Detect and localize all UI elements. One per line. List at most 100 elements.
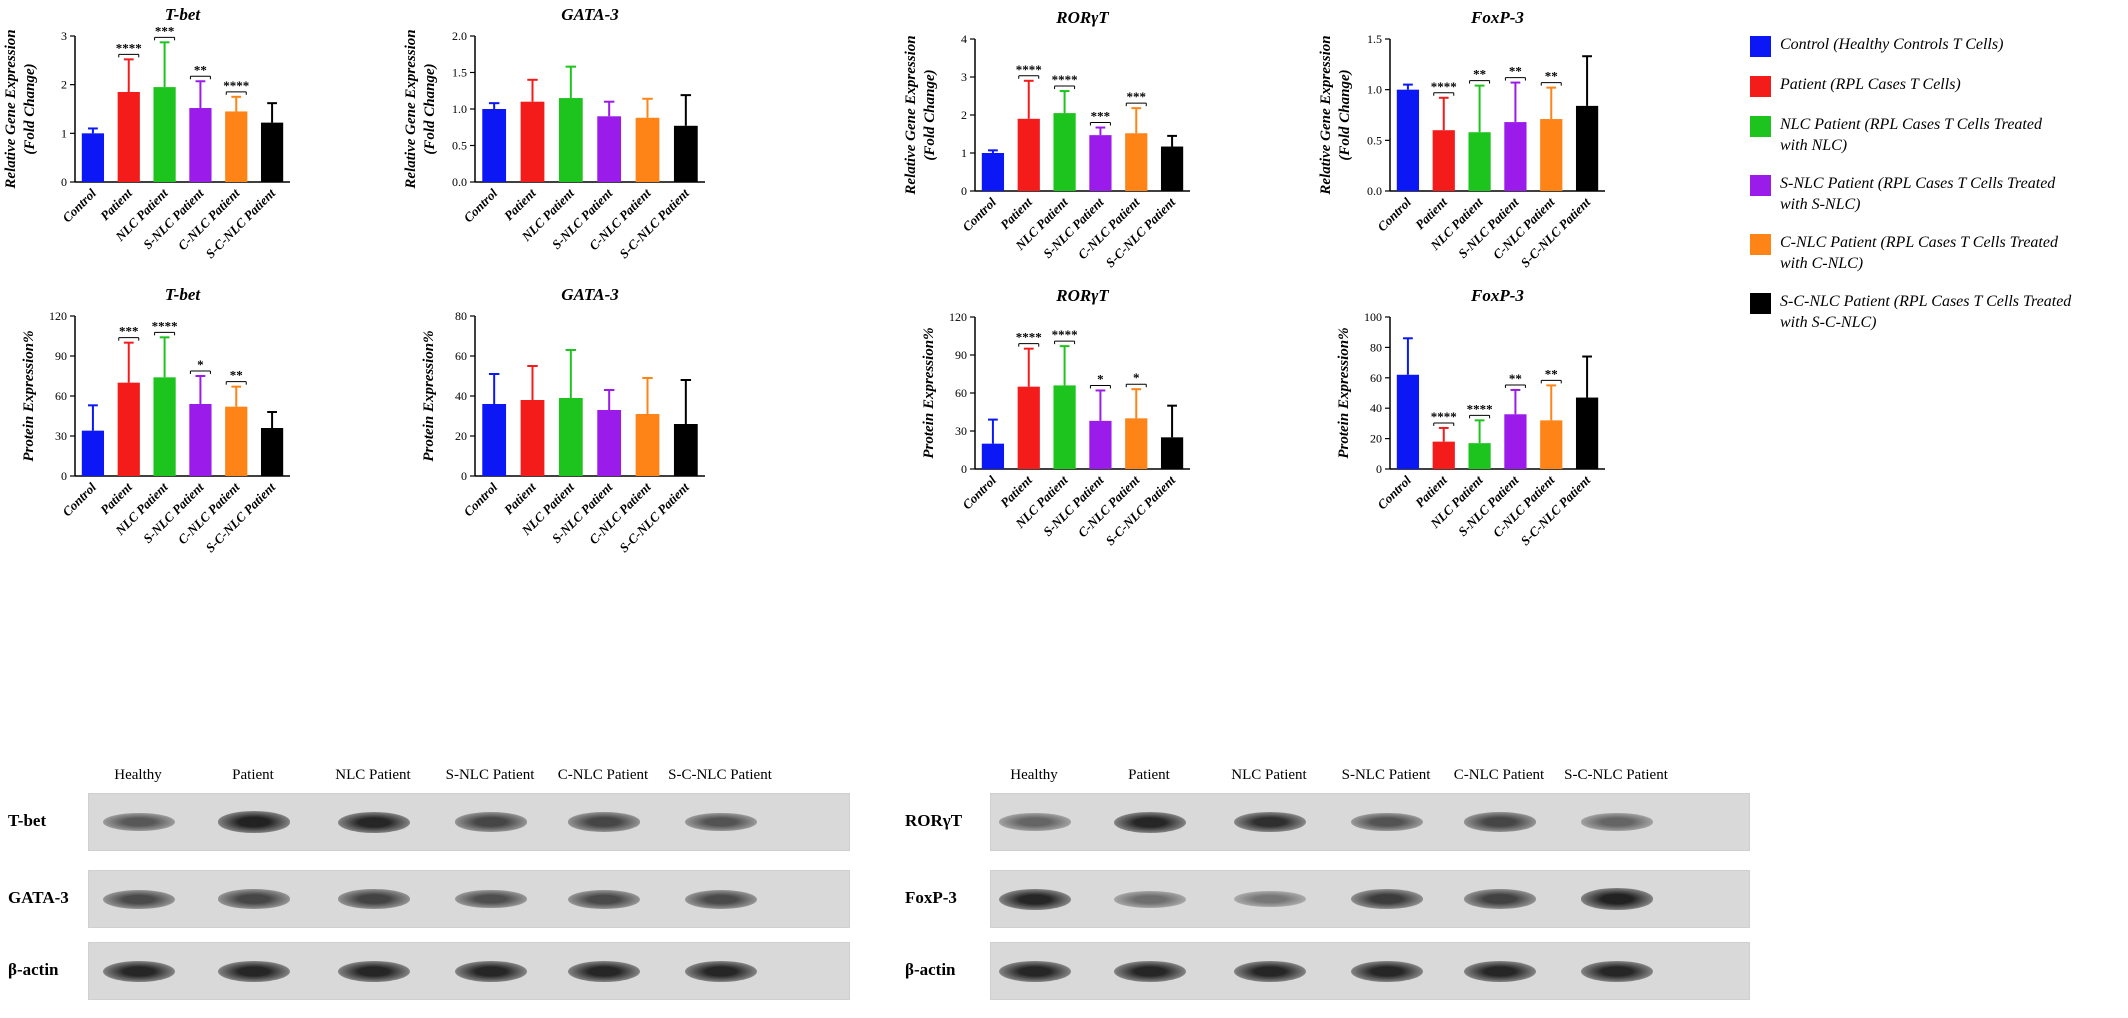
significance-label: * (1097, 371, 1104, 386)
bar-patient (1017, 118, 1040, 191)
chart-3: FoxP-3 0.0 0.5 1.0 1.5 Relative Gene Expressi… (1318, 8, 1605, 270)
legend-item: NLC Patient (RPL Cases T Cells Treated wi… (1750, 114, 2120, 156)
chart-2: RORγT 0 1 2 3 4 Relative Gene Expression (Fold … (903, 8, 1190, 270)
bar-control (981, 153, 1005, 191)
legend-label: C-NLC Patient (RPL Cases T Cells Treated… (1780, 232, 2058, 274)
legend-label-line: C-NLC Patient (RPL Cases T Cells Treated (1780, 234, 2058, 251)
y-tick-label: 2 (961, 108, 967, 122)
significance-label: *** (119, 324, 139, 339)
y-axis-label: (Fold Change) (922, 69, 938, 160)
bar-c-nlc-patient (225, 111, 248, 182)
y-tick-label: 120 (949, 310, 967, 324)
bar-c-nlc-patient (1125, 418, 1148, 469)
blot-band (1114, 890, 1186, 908)
y-axis-label: Relative Gene Expression (1318, 35, 1334, 195)
bar-nlc-patient (153, 87, 176, 182)
legend-label: S-C-NLC Patient (RPL Cases T Cells Treat… (1780, 291, 2071, 333)
legend-item: S-C-NLC Patient (RPL Cases T Cells Treat… (1750, 291, 2120, 333)
bar-control (482, 404, 507, 476)
blot-row-label: RORγT (905, 811, 963, 830)
blot-band (1234, 960, 1306, 982)
blot-band (455, 960, 527, 982)
blot-band (1234, 811, 1306, 833)
legend-label: Control (Healthy Controls T Cells) (1780, 34, 2003, 55)
bar-s-nlc-patient (1504, 414, 1527, 469)
bar-s-nlc-patient (189, 404, 212, 476)
legend-label-line: with C-NLC) (1780, 255, 1864, 272)
y-tick-label: 30 (955, 424, 967, 438)
blot-band (568, 889, 640, 909)
blot-row-label: GATA-3 (8, 888, 69, 907)
chart-title: T-bet (165, 5, 202, 24)
x-tick-label: Control (1374, 194, 1414, 234)
chart-title: FoxP-3 (1470, 286, 1524, 305)
blot-band (338, 889, 410, 909)
legend: Control (Healthy Controls T Cells) Patien… (1750, 34, 2120, 350)
legend-item: S-NLC Patient (RPL Cases T Cells Treated… (1750, 173, 2120, 215)
y-axis-label: Protein Expression% (421, 330, 437, 461)
bar-patient (1432, 441, 1455, 469)
blot-band (338, 811, 410, 833)
legend-swatch (1750, 234, 1771, 255)
legend-label-line: with NLC) (1780, 137, 1848, 154)
legend-label-line: Control (Healthy Controls T Cells) (1780, 36, 2004, 53)
y-tick-label: 1.5 (1367, 32, 1382, 46)
western-blot-panel-left: Healthy Patient NLC Patient S-NLC Patient C-… (0, 760, 860, 1018)
significance-label: ** (194, 62, 207, 77)
blot-band (218, 960, 290, 982)
blot-band (999, 888, 1071, 910)
significance-label: ** (1509, 371, 1522, 386)
blot-band (218, 889, 290, 909)
blot-band (338, 960, 410, 982)
blot-band (1351, 889, 1423, 909)
bar-s-c-nlc-patient (1160, 146, 1184, 191)
x-tick-label: Control (461, 479, 501, 519)
blot-band (1464, 889, 1536, 909)
bar-patient (1432, 130, 1455, 191)
x-tick-label: S-C-NLC Patient (616, 479, 692, 555)
blot-strip (88, 942, 850, 1000)
significance-label: **** (1467, 401, 1493, 416)
significance-label: ** (1545, 366, 1558, 381)
bar-patient (117, 91, 140, 182)
blot-strip (990, 870, 1750, 928)
legend-label: NLC Patient (RPL Cases T Cells Treated wi… (1780, 114, 2042, 156)
legend-swatch (1750, 293, 1771, 314)
x-tick-label: Control (59, 185, 99, 225)
bar-s-c-nlc-patient (1575, 397, 1599, 469)
y-tick-label: 3 (961, 70, 967, 84)
blot-lane-label: Patient (232, 767, 274, 783)
blot-lane-label: NLC Patient (335, 767, 411, 783)
bar-nlc-patient (153, 377, 176, 476)
blot-band (999, 960, 1071, 982)
bar-nlc-patient (558, 98, 583, 182)
y-axis-label: (Fold Change) (422, 63, 438, 154)
chart-title: RORγT (1055, 286, 1109, 305)
x-tick-label: Control (1374, 472, 1414, 512)
bar-control (981, 443, 1005, 469)
blot-strip (990, 793, 1750, 851)
blot-strip (88, 870, 850, 928)
x-tick-label: S-C-NLC Patient (616, 185, 692, 261)
significance-label: **** (1052, 327, 1078, 342)
blot-row-label: β-actin (905, 960, 956, 979)
legend-label-line: NLC Patient (RPL Cases T Cells Treated (1780, 116, 2042, 133)
blot-lane-label: S-NLC Patient (1341, 767, 1431, 783)
significance-label: **** (1052, 72, 1078, 87)
y-axis-label: Protein Expression% (1336, 327, 1352, 458)
blot-band (1581, 888, 1653, 910)
blot-band (1114, 811, 1186, 833)
blot-band (455, 889, 527, 909)
y-tick-label: 30 (55, 429, 67, 443)
blot-band (1464, 812, 1536, 832)
blot-band (999, 813, 1071, 831)
y-axis-label: Protein Expression% (21, 330, 37, 461)
significance-label: ** (1509, 64, 1522, 79)
y-tick-label: 40 (1370, 401, 1382, 415)
legend-label-line: with S-NLC) (1780, 196, 1861, 213)
y-tick-label: 100 (1364, 310, 1382, 324)
legend-item: Patient (RPL Cases T Cells) (1750, 74, 2120, 97)
legend-item: Control (Healthy Controls T Cells) (1750, 34, 2120, 57)
bar-s-nlc-patient (1089, 135, 1112, 191)
bar-control (1396, 374, 1420, 469)
